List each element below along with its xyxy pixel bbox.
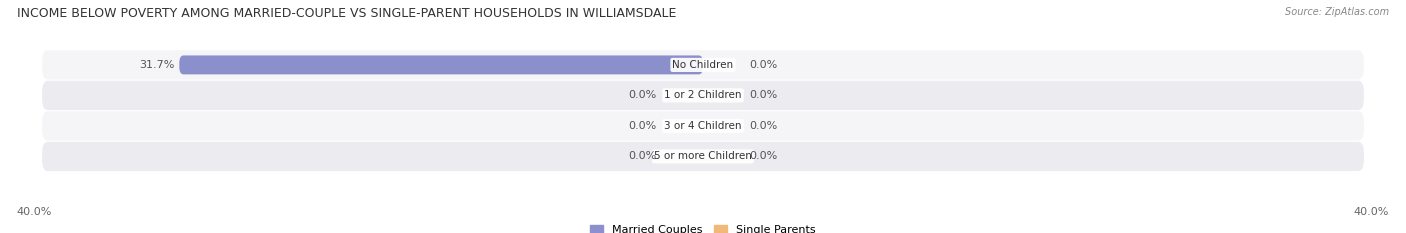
Text: 40.0%: 40.0% [1354, 207, 1389, 217]
Text: 0.0%: 0.0% [749, 60, 778, 70]
Text: 0.0%: 0.0% [628, 151, 657, 161]
Text: 0.0%: 0.0% [749, 90, 778, 100]
FancyBboxPatch shape [42, 142, 1364, 171]
Text: 5 or more Children: 5 or more Children [654, 151, 752, 161]
FancyBboxPatch shape [180, 55, 703, 74]
Legend: Married Couples, Single Parents: Married Couples, Single Parents [586, 220, 820, 233]
Text: 0.0%: 0.0% [628, 121, 657, 131]
Text: No Children: No Children [672, 60, 734, 70]
Text: 31.7%: 31.7% [139, 60, 174, 70]
Text: INCOME BELOW POVERTY AMONG MARRIED-COUPLE VS SINGLE-PARENT HOUSEHOLDS IN WILLIAM: INCOME BELOW POVERTY AMONG MARRIED-COUPL… [17, 7, 676, 20]
FancyBboxPatch shape [42, 81, 1364, 110]
Text: 1 or 2 Children: 1 or 2 Children [664, 90, 742, 100]
Text: 0.0%: 0.0% [628, 90, 657, 100]
Text: 0.0%: 0.0% [749, 151, 778, 161]
Text: 0.0%: 0.0% [749, 121, 778, 131]
FancyBboxPatch shape [42, 111, 1364, 140]
FancyBboxPatch shape [42, 50, 1364, 79]
Text: 40.0%: 40.0% [17, 207, 52, 217]
Text: Source: ZipAtlas.com: Source: ZipAtlas.com [1285, 7, 1389, 17]
Text: 3 or 4 Children: 3 or 4 Children [664, 121, 742, 131]
